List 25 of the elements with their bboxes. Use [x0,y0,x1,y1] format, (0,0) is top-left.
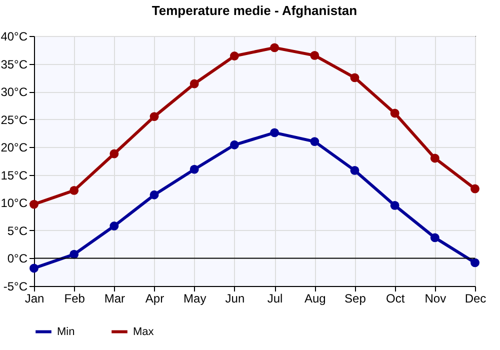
y-tick-label: 10°C [0,196,28,210]
x-tick-label: Sep [344,292,366,306]
legend-label: Max [133,326,154,338]
y-tick-label: -5°C [3,280,28,294]
y-tick-label: 15°C [0,168,28,182]
x-tick-label: Aug [304,292,326,306]
x-tick-label: Mar [104,292,126,306]
y-tick-label: 35°C [0,57,28,72]
y-tick-label: 5°C [7,224,28,238]
x-tick-label: Dec [464,292,486,306]
x-tick-label: Feb [64,292,86,306]
x-tick-label: Jan [24,292,44,306]
legend-label: Min [57,326,75,338]
x-tick-label: May [184,292,206,306]
y-tick-label: 25°C [0,112,28,127]
y-tick-label: 40°C [0,30,28,44]
x-tick-label: Apr [145,292,164,306]
x-tick-label: Oct [386,292,406,306]
x-tick-label: Jul [267,292,283,306]
y-tick-label: 0°C [7,252,28,266]
y-tick-label: 20°C [0,140,28,155]
x-tick-label: Jun [225,292,245,306]
y-tick-label: 30°C [0,85,28,100]
x-tick-label: Nov [424,292,446,306]
chart-title: Temperature medie - Afghanistan [152,3,358,18]
